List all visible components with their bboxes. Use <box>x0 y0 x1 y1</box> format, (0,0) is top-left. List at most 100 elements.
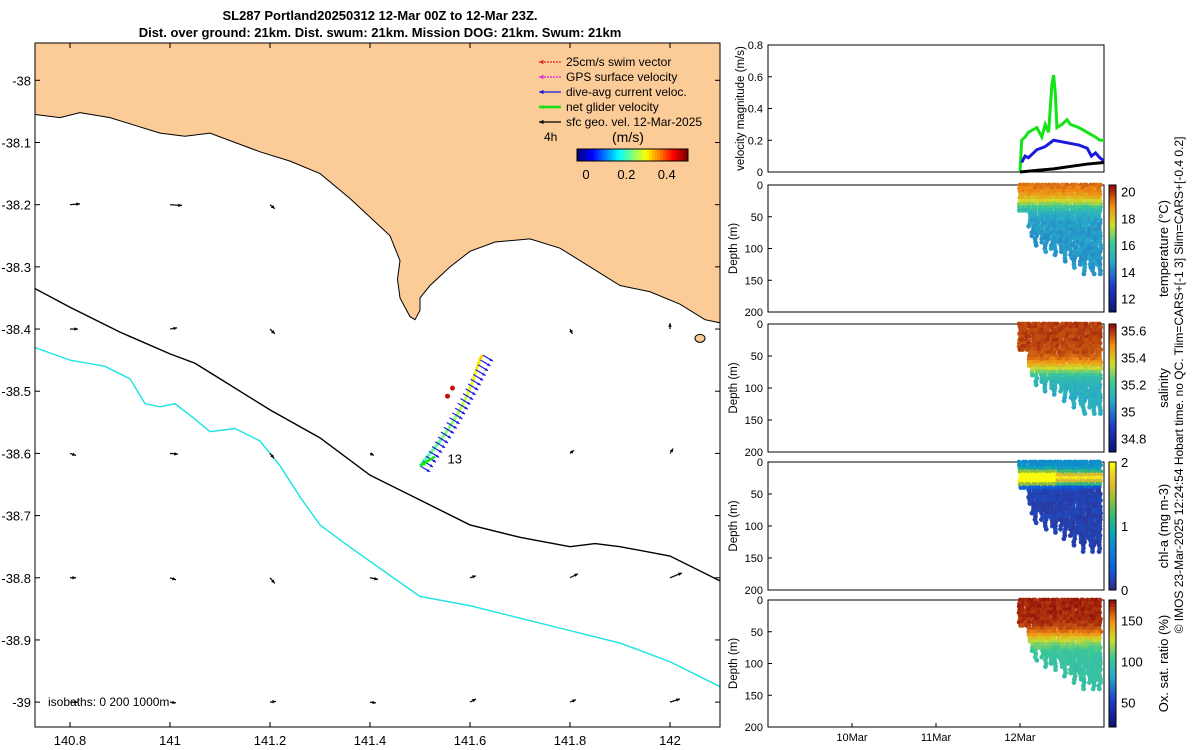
speed-colorbar-cell <box>579 149 584 161</box>
net-velocity-arrowhead <box>420 460 426 466</box>
dive-current-arrowhead <box>474 387 479 391</box>
colorbar-label: temperature (°C) <box>1156 200 1171 297</box>
speed-colorbar-cell <box>588 149 592 161</box>
colorbar-cell <box>1109 378 1116 383</box>
colorbar-cell <box>1109 365 1116 370</box>
colorbar-cell <box>1109 506 1116 511</box>
velocity-y-tick-label: 0 <box>757 167 763 179</box>
map-x-tick-label: 141.2 <box>254 733 287 748</box>
map-y-tick-label: -38.4 <box>1 322 31 337</box>
colorbar-cell <box>1109 258 1116 262</box>
colorbar-cell <box>1109 647 1116 652</box>
legend-arrowhead <box>539 104 544 110</box>
geo-velocity-arrowhead <box>676 698 680 702</box>
colorbar-cell <box>1109 519 1116 524</box>
geo-velocity-arrowhead <box>569 329 573 334</box>
colorbar-cell <box>1109 685 1116 690</box>
profile-sample-point <box>1043 664 1048 670</box>
profile-sample-point <box>1059 249 1064 255</box>
dive-current-arrowhead <box>479 377 484 381</box>
profile-sample-point <box>1071 404 1077 410</box>
dive-current-arrowhead <box>472 391 476 395</box>
map-y-tick-label: -38.3 <box>1 260 31 275</box>
map-x-tick-label: 141.6 <box>454 733 487 748</box>
speed-colorbar-cell <box>663 149 667 161</box>
colorbar-cell <box>1109 216 1116 221</box>
dive-current-arrowhead <box>441 444 446 448</box>
profile-sample-point <box>1029 233 1035 239</box>
dive-current-arrowhead <box>464 406 468 410</box>
speed-colorbar-cell <box>660 149 664 161</box>
colorbar-cell <box>1109 487 1116 492</box>
colorbar-tick-label: 0 <box>1121 583 1128 598</box>
colorbar-tick-label: 2 <box>1121 455 1128 470</box>
profile-sample-point <box>1042 388 1048 394</box>
profile-sample-point <box>1026 223 1032 229</box>
colorbar-cell <box>1109 229 1116 234</box>
colorbar-frame <box>1108 599 1117 728</box>
colorbar-cell <box>1109 490 1116 495</box>
colorbar-cell <box>1109 270 1116 275</box>
colorbar-cell <box>1109 634 1116 639</box>
colorbar-cell <box>1109 462 1116 466</box>
colorbar-cell <box>1109 400 1116 405</box>
colorbar-cell <box>1109 471 1116 476</box>
colorbar-cell <box>1109 545 1116 549</box>
colorbar-cell <box>1109 583 1116 588</box>
colorbar-cell <box>1109 641 1116 645</box>
colorbar-cell <box>1109 510 1116 514</box>
colorbar-cell <box>1109 445 1116 450</box>
speed-colorbar-tick-label: 0.4 <box>658 167 676 182</box>
geo-velocity-arrowhead <box>270 205 275 209</box>
velocity-y-tick-label: 0.6 <box>748 72 763 84</box>
legend-label: net glider velocity <box>566 100 659 114</box>
dive-current-arrowhead <box>486 363 491 366</box>
speed-colorbar-cell <box>640 149 645 161</box>
colorbar-label: chl-a (mg m-3) <box>1156 484 1171 569</box>
colorbar-cell <box>1109 465 1116 469</box>
colorbar-cell <box>1109 448 1116 453</box>
colorbar-tick-label: 34.8 <box>1121 432 1146 447</box>
geo-velocity-arrowhead <box>74 700 78 704</box>
colorbar-cell <box>1109 625 1116 630</box>
colorbar-cell <box>1109 666 1116 671</box>
velocity-axes-frame <box>767 44 1105 173</box>
speed-colorbar-tick-label: 0.2 <box>617 167 635 182</box>
glider-track-segment <box>458 393 469 411</box>
colorbar-cell <box>1109 679 1116 684</box>
colorbar-cell <box>1109 600 1116 604</box>
map-y-tick-label: -38.2 <box>1 198 31 213</box>
velocity-y-axis-label: velocity magnitude (m/s) <box>735 46 747 171</box>
geo-velocity-arrowhead <box>574 573 578 577</box>
speed-colorbar-cell <box>599 149 603 161</box>
geo-velocity-arrowhead <box>472 698 476 703</box>
dive-current-arrowhead <box>432 459 437 463</box>
isobath-1000m-line <box>35 347 720 688</box>
colorbar-cell <box>1109 359 1116 363</box>
speed-colorbar-cell <box>629 149 633 161</box>
profile-sample-point <box>1029 510 1035 516</box>
colorbar-cell <box>1109 210 1116 215</box>
colorbar-cell <box>1109 213 1116 218</box>
speed-colorbar-cell <box>590 149 595 161</box>
colorbar-tick-label: 18 <box>1121 211 1135 226</box>
colorbar-cell <box>1109 346 1116 351</box>
depth-tick-label: 0 <box>757 457 763 469</box>
colorbar-tick-label: 1 <box>1121 519 1128 534</box>
geo-velocity-arrowhead <box>272 700 276 704</box>
colorbar-cell <box>1109 308 1116 313</box>
colorbar-unit-label: (m/s) <box>612 129 644 145</box>
colorbar-cell <box>1109 336 1116 341</box>
colorbar-cell <box>1109 484 1116 489</box>
colorbar-cell <box>1109 707 1116 712</box>
speed-colorbar-cell <box>646 149 650 161</box>
speed-colorbar-cell <box>607 149 611 161</box>
colorbar-cell <box>1109 372 1116 376</box>
map-y-tick-label: -39 <box>12 695 31 710</box>
colorbar-cell <box>1109 267 1116 272</box>
colorbar-cell <box>1109 657 1116 661</box>
colorbar-cell <box>1109 561 1116 565</box>
colorbar-cell <box>1109 194 1116 199</box>
geo-velocity-arrowhead <box>76 202 80 206</box>
geo-velocity-arrowhead <box>668 323 672 327</box>
